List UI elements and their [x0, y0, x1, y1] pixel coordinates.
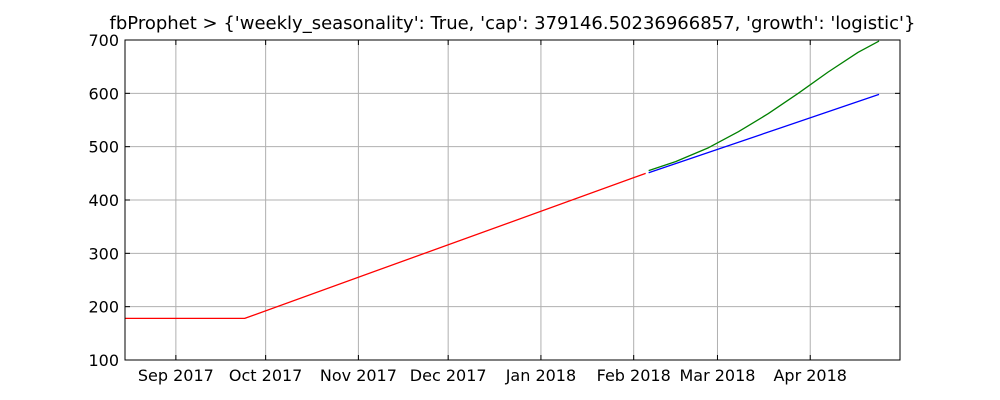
x-tick-label: Jan 2018 [505, 366, 576, 385]
y-tick-label: 400 [88, 191, 119, 210]
grid [125, 39, 900, 361]
series-line-2 [648, 40, 880, 172]
y-tick-label: 700 [88, 31, 119, 50]
x-tick-label: Dec 2017 [410, 366, 487, 385]
x-tick-label: Mar 2018 [679, 366, 755, 385]
y-tick-label: 200 [88, 298, 119, 317]
series-lines [125, 40, 880, 320]
x-tick-label: Oct 2017 [229, 366, 302, 385]
y-tick-label: 100 [88, 351, 119, 370]
x-tick-label: Nov 2017 [320, 366, 397, 385]
y-tick-label: 500 [88, 138, 119, 157]
series-line-1 [125, 172, 646, 320]
chart-title: fbProphet > {'weekly_seasonality': True,… [109, 13, 916, 34]
y-tick-label: 600 [88, 84, 119, 103]
x-tick-label: Feb 2018 [597, 366, 671, 385]
x-tick-label: Apr 2018 [773, 366, 846, 385]
y-tick-label: 300 [88, 244, 119, 263]
axes: Sep 2017 Oct 2017 Nov 2017 Dec 2017 Jan 2018… [88, 31, 900, 385]
x-tick-label: Sep 2017 [138, 366, 214, 385]
series-line-3 [648, 93, 880, 174]
